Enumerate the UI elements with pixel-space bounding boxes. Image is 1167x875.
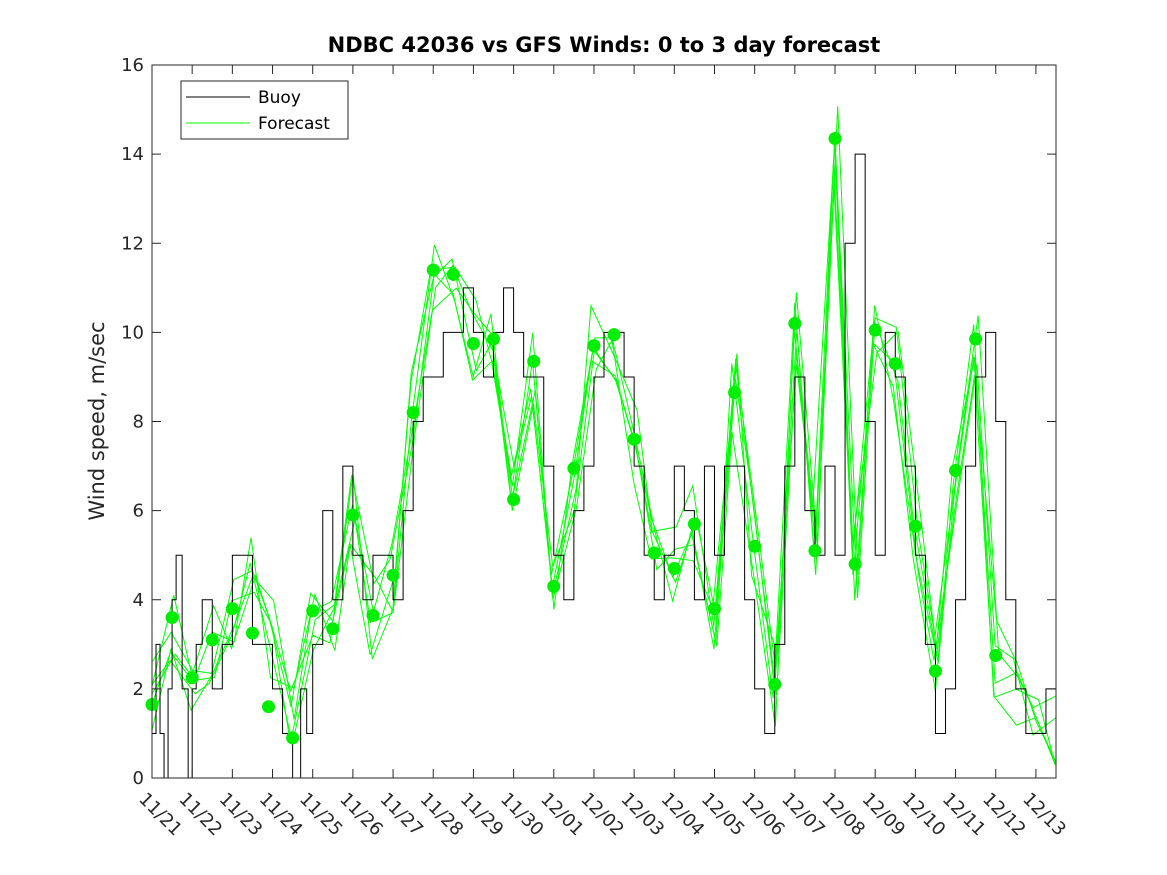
- y-tick-label: 6: [133, 501, 144, 522]
- forecast-point: [386, 568, 400, 582]
- buoy-series: [152, 153, 1056, 778]
- legend: Buoy Forecast: [180, 80, 349, 140]
- forecast-point: [406, 406, 420, 420]
- legend-buoy-label: Buoy: [258, 88, 301, 108]
- forecast-point: [748, 539, 762, 553]
- forecast-line: [152, 154, 1056, 736]
- forecast-point: [949, 464, 963, 478]
- forecast-point: [989, 648, 1003, 662]
- forecast-point: [487, 332, 501, 346]
- forecast-point: [286, 731, 300, 745]
- forecast-point: [647, 546, 661, 560]
- forecast-point: [627, 432, 641, 446]
- forecast-point: [466, 337, 480, 351]
- forecast-point: [507, 492, 521, 506]
- forecast-point: [728, 386, 742, 400]
- forecast-point: [888, 357, 902, 371]
- forecast-point: [426, 263, 440, 277]
- forecast-point: [587, 339, 601, 353]
- forecast-markers: [145, 132, 1003, 745]
- forecast-point: [667, 562, 681, 576]
- plot-area: [152, 65, 1056, 778]
- forecast-series: [152, 106, 1056, 765]
- forecast-point: [262, 700, 276, 714]
- y-tick-label: 14: [121, 144, 144, 165]
- forecast-point: [868, 323, 882, 337]
- y-tick-label: 2: [133, 679, 144, 700]
- chart-title: NDBC 42036 vs GFS Winds: 0 to 3 day fore…: [328, 33, 881, 57]
- y-tick-label: 10: [121, 322, 144, 343]
- forecast-point: [828, 132, 842, 146]
- forecast-point: [969, 332, 983, 346]
- forecast-point: [346, 508, 360, 522]
- forecast-point: [928, 664, 942, 678]
- y-axis-label: Wind speed, m/sec: [85, 321, 109, 520]
- forecast-point: [908, 519, 922, 533]
- y-tick-label: 8: [133, 412, 144, 433]
- forecast-point: [326, 622, 340, 636]
- forecast-line: [152, 106, 1056, 764]
- forecast-point: [567, 461, 581, 475]
- forecast-line: [152, 143, 1056, 765]
- forecast-point: [165, 611, 179, 625]
- buoy-line: [152, 153, 1056, 778]
- forecast-point: [607, 328, 621, 342]
- forecast-point: [707, 602, 721, 616]
- forecast-point: [225, 602, 239, 616]
- forecast-point: [768, 677, 782, 691]
- forecast-point: [306, 604, 320, 618]
- forecast-point: [808, 544, 822, 558]
- forecast-point: [687, 517, 701, 531]
- y-tick-label: 4: [133, 590, 144, 611]
- forecast-point: [366, 608, 380, 622]
- y-tick-label: 0: [133, 768, 144, 789]
- legend-forecast-label: Forecast: [258, 114, 330, 134]
- forecast-point: [185, 671, 199, 685]
- forecast-point: [527, 354, 541, 368]
- forecast-point: [205, 633, 219, 647]
- forecast-point: [245, 626, 259, 640]
- legend-box: [180, 80, 349, 140]
- forecast-point: [446, 267, 460, 281]
- forecast-point: [848, 557, 862, 571]
- y-tick-label: 12: [121, 233, 144, 254]
- forecast-point: [788, 316, 802, 330]
- y-axis: 0 2 4 6 8 10 12 14 16: [121, 55, 1056, 789]
- y-tick-label: 16: [121, 55, 144, 76]
- forecast-point: [547, 579, 561, 593]
